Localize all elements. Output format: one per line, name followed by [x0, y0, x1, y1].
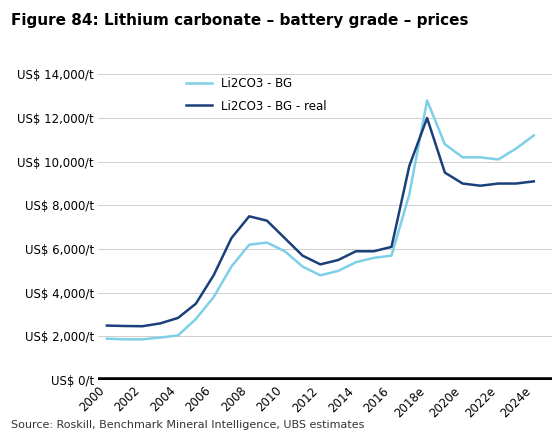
Li2CO3 - BG - real: [139, 323, 146, 329]
Li2CO3 - BG: [406, 192, 413, 197]
Legend: Li2CO3 - BG, Li2CO3 - BG - real: Li2CO3 - BG, Li2CO3 - BG - real: [185, 77, 326, 113]
Li2CO3 - BG - real: [353, 249, 360, 254]
Li2CO3 - BG: [264, 240, 270, 245]
Li2CO3 - BG: [139, 336, 146, 342]
Li2CO3 - BG: [228, 264, 235, 269]
Li2CO3 - BG: [370, 255, 377, 260]
Li2CO3 - BG - real: [495, 181, 502, 186]
Li2CO3 - BG - real: [424, 115, 431, 121]
Li2CO3 - BG: [477, 155, 484, 160]
Li2CO3 - BG - real: [530, 179, 537, 184]
Li2CO3 - BG: [388, 253, 395, 258]
Li2CO3 - BG - real: [282, 236, 288, 241]
Li2CO3 - BG: [104, 336, 110, 341]
Line: Li2CO3 - BG - real: Li2CO3 - BG - real: [107, 118, 534, 326]
Li2CO3 - BG: [317, 273, 324, 278]
Li2CO3 - BG: [122, 336, 128, 342]
Li2CO3 - BG: [441, 142, 448, 147]
Li2CO3 - BG: [424, 98, 431, 103]
Li2CO3 - BG - real: [459, 181, 466, 186]
Li2CO3 - BG - real: [193, 301, 199, 306]
Li2CO3 - BG: [246, 242, 253, 247]
Li2CO3 - BG - real: [406, 163, 413, 169]
Li2CO3 - BG: [530, 133, 537, 138]
Li2CO3 - BG: [512, 146, 519, 151]
Li2CO3 - BG: [299, 264, 306, 269]
Li2CO3 - BG - real: [512, 181, 519, 186]
Li2CO3 - BG - real: [210, 273, 217, 278]
Li2CO3 - BG - real: [477, 183, 484, 188]
Li2CO3 - BG: [459, 155, 466, 160]
Text: Figure 84: Lithium carbonate – battery grade – prices: Figure 84: Lithium carbonate – battery g…: [11, 13, 469, 28]
Li2CO3 - BG - real: [335, 257, 342, 263]
Li2CO3 - BG: [495, 157, 502, 162]
Li2CO3 - BG - real: [317, 262, 324, 267]
Li2CO3 - BG - real: [122, 323, 128, 329]
Li2CO3 - BG - real: [370, 249, 377, 254]
Li2CO3 - BG: [353, 260, 360, 265]
Li2CO3 - BG: [282, 249, 288, 254]
Li2CO3 - BG - real: [157, 321, 164, 326]
Li2CO3 - BG - real: [264, 218, 270, 223]
Li2CO3 - BG - real: [175, 316, 181, 321]
Li2CO3 - BG - real: [104, 323, 110, 328]
Li2CO3 - BG - real: [299, 253, 306, 258]
Li2CO3 - BG - real: [388, 244, 395, 250]
Li2CO3 - BG: [210, 295, 217, 300]
Text: Source: Roskill, Benchmark Mineral Intelligence, UBS estimates: Source: Roskill, Benchmark Mineral Intel…: [11, 420, 365, 430]
Li2CO3 - BG - real: [246, 214, 253, 219]
Li2CO3 - BG - real: [228, 236, 235, 241]
Li2CO3 - BG - real: [441, 170, 448, 175]
Li2CO3 - BG: [157, 335, 164, 340]
Line: Li2CO3 - BG: Li2CO3 - BG: [107, 101, 534, 339]
Li2CO3 - BG: [193, 316, 199, 322]
Li2CO3 - BG: [335, 268, 342, 274]
Li2CO3 - BG: [175, 333, 181, 338]
